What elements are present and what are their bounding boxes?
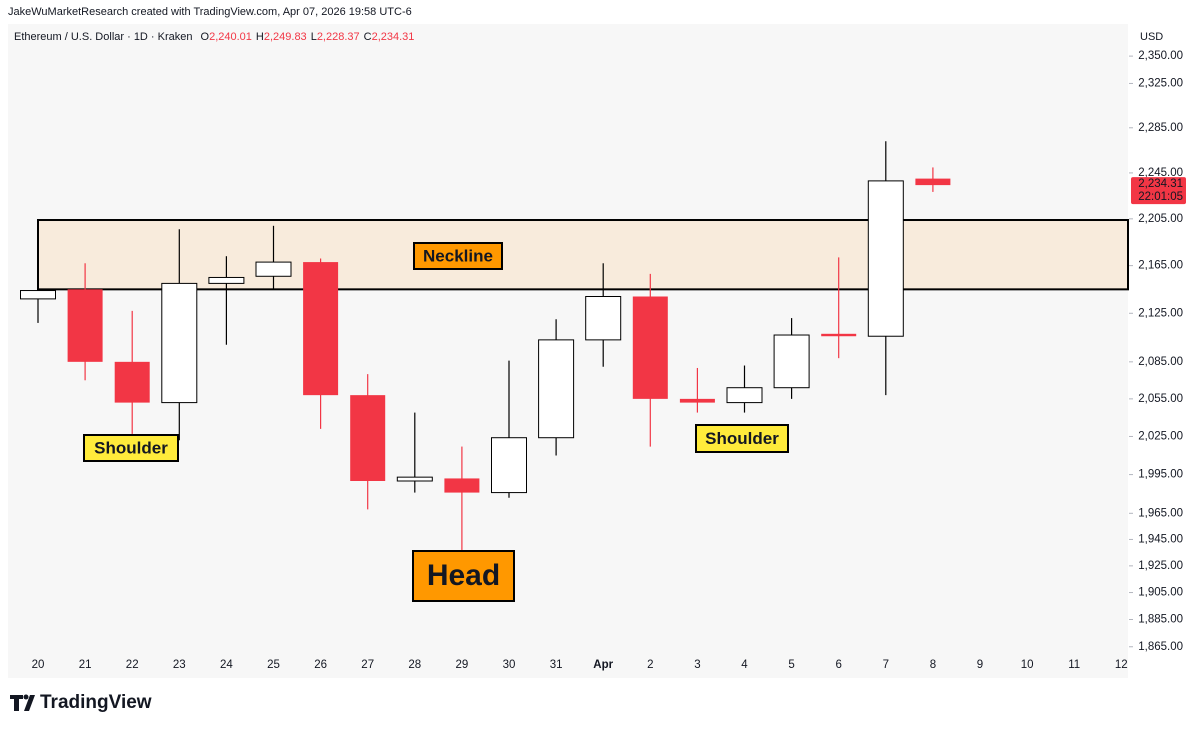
annotation-box [412, 550, 515, 602]
x-tick-label: 6 [835, 659, 841, 671]
ohlc-key: H [256, 31, 264, 43]
annotation-text: Head [427, 559, 500, 592]
candle-body [821, 333, 857, 337]
symbol-title: Ethereum / U.S. Dollar · 1D · Kraken [14, 31, 193, 43]
ohlc-value: 2,240.01 [209, 31, 252, 43]
x-tick-label: 26 [314, 659, 327, 671]
x-tick-label: 3 [694, 659, 700, 671]
candle-body [161, 282, 198, 404]
y-tick-label: 2,085.00 [1138, 356, 1183, 368]
y-tick-label: 2,055.00 [1138, 393, 1183, 405]
annotation-box [413, 242, 503, 270]
candle-body [444, 478, 480, 493]
candle-body [726, 387, 763, 404]
candle-body [67, 289, 103, 362]
x-tick-label: 11 [1068, 659, 1080, 671]
logo-icon [10, 695, 35, 711]
plot: Neckline Shoulder Shoulder Head [20, 141, 1129, 602]
logo-dot [23, 694, 29, 700]
candle-body [396, 476, 433, 482]
annotation-text: Shoulder [705, 429, 779, 448]
x-tick-label: 23 [173, 659, 186, 671]
candle-body [114, 361, 150, 403]
x-tick-label: 2 [647, 659, 653, 671]
candle-body [915, 178, 951, 186]
x-tick-label: 31 [550, 659, 563, 671]
brand: TradingView [40, 692, 152, 713]
ohlc-legend: Ethereum / U.S. Dollar · 1D · Kraken O2,2… [14, 31, 414, 43]
y-tick-label: 2,325.00 [1138, 77, 1183, 89]
x-tick-label: 24 [220, 659, 233, 671]
x-tick-label: 5 [788, 659, 794, 671]
attribution: JakeWuMarketResearch created with Tradin… [8, 6, 412, 18]
x-tick-label: 8 [930, 659, 936, 671]
annotation-text: Neckline [423, 246, 493, 265]
candle-body [538, 339, 575, 439]
x-tick-label: 21 [79, 659, 92, 671]
ohlc-key: O [201, 31, 210, 43]
annotation-box [695, 424, 789, 453]
x-tick-label: 27 [361, 659, 374, 671]
countdown-label: 22:01:05 [1138, 191, 1183, 203]
candle-body [491, 437, 527, 494]
last-price-label: 2,234.31 [1138, 178, 1183, 190]
last-price-tag [1131, 177, 1186, 205]
x-tick-label: 20 [32, 659, 45, 671]
y-tick-label: 1,905.00 [1138, 587, 1183, 599]
candle-body [20, 290, 56, 300]
x-tick-label: 12 [1115, 659, 1128, 671]
x-tick-label: 22 [126, 659, 139, 671]
ohlc-key: L [311, 31, 317, 43]
price-axis-background [1129, 24, 1200, 678]
candle-body [679, 398, 715, 403]
y-tick-label: 2,025.00 [1138, 430, 1183, 442]
candle-body [350, 395, 386, 481]
logo: TradingView [10, 692, 152, 713]
y-tick-label: 2,205.00 [1138, 213, 1183, 225]
y-tick-label: 2,165.00 [1138, 260, 1183, 272]
ohlc-value: 2,249.83 [264, 31, 307, 43]
x-tick-label: 30 [503, 659, 516, 671]
x-tick-label: 29 [456, 659, 469, 671]
y-tick-label: 1,965.00 [1138, 507, 1183, 519]
y-tick-label: 2,125.00 [1138, 307, 1183, 319]
candle-body [632, 296, 668, 399]
ohlc-key: C [364, 31, 372, 43]
candle-body [585, 296, 622, 341]
y-tick-label: 1,995.00 [1138, 469, 1183, 481]
x-tick-label: 4 [741, 659, 748, 671]
y-tick-label: 2,285.00 [1138, 122, 1183, 134]
candle-body [773, 334, 810, 389]
candle-body [303, 262, 339, 396]
ohlc-value: 2,228.37 [317, 31, 360, 43]
x-tick-label: Apr [593, 659, 613, 671]
candle-body [255, 261, 292, 277]
x-tick-label: 9 [977, 659, 983, 671]
x-tick-label: 25 [267, 659, 280, 671]
candle-body [867, 180, 904, 337]
y-tick-label: 2,350.00 [1138, 50, 1183, 62]
y-tick-label: 1,925.00 [1138, 560, 1183, 572]
x-tick-label: 10 [1021, 659, 1034, 671]
x-tick-label: 7 [883, 659, 889, 671]
y-tick-label: 1,885.00 [1138, 614, 1183, 626]
x-tick-label: 28 [408, 659, 421, 671]
y-tick-label: 1,865.00 [1138, 641, 1183, 653]
annotation-box [83, 434, 179, 462]
y-axis-unit: USD [1140, 31, 1163, 43]
y-tick-label: 1,945.00 [1138, 533, 1183, 545]
candle-body [208, 276, 245, 284]
legend-text: Ethereum / U.S. Dollar · 1D · Kraken O2,2… [14, 31, 414, 43]
neckline-zone [37, 219, 1129, 291]
annotation-text: Shoulder [94, 438, 168, 457]
y-tick-label: 2,245.00 [1138, 167, 1183, 179]
ohlc-value: 2,234.31 [372, 31, 415, 43]
